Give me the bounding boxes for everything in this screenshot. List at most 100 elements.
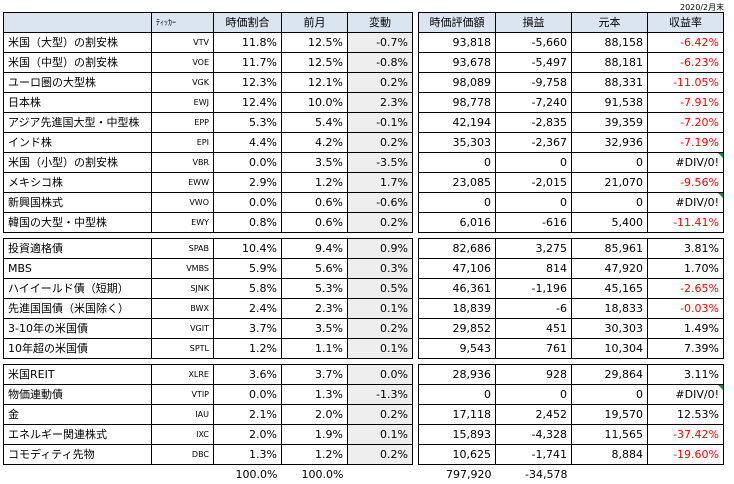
principal-cell[interactable]: 30,303 — [572, 319, 648, 339]
prev-month-cell[interactable]: 1.3% — [282, 385, 348, 405]
ratio-cell[interactable]: 0.8% — [214, 213, 282, 233]
fund-name-cell[interactable]: 投資適格債 — [4, 239, 152, 259]
return-rate-cell[interactable]: -7.20% — [648, 113, 724, 133]
prev-month-cell[interactable]: 1.2% — [282, 173, 348, 193]
profit-loss-cell[interactable]: 2,452 — [496, 405, 572, 425]
fund-name-cell[interactable]: 先進国国債（米国除く） — [4, 299, 152, 319]
ratio-cell[interactable]: 2.4% — [214, 299, 282, 319]
fund-name-cell[interactable]: 物価連動債 — [4, 385, 152, 405]
principal-cell[interactable]: 0 — [572, 385, 648, 405]
prev-month-cell[interactable]: 12.5% — [282, 33, 348, 53]
market-value-cell[interactable]: 0 — [419, 385, 496, 405]
ticker-cell[interactable]: EWY — [152, 213, 214, 233]
return-rate-cell[interactable]: #DIV/0! — [648, 193, 724, 213]
principal-cell[interactable]: 85,961 — [572, 239, 648, 259]
column-header-cell[interactable] — [4, 13, 152, 33]
profit-loss-cell[interactable]: -6 — [496, 299, 572, 319]
change-cell[interactable]: 0.2% — [348, 319, 413, 339]
ticker-cell[interactable]: EWW — [152, 173, 214, 193]
market-value-cell[interactable]: 82,686 — [419, 239, 496, 259]
market-value-cell[interactable]: 93,818 — [419, 33, 496, 53]
return-rate-cell[interactable]: -2.65% — [648, 279, 724, 299]
prev-month-cell[interactable]: 3.7% — [282, 365, 348, 385]
market-value-cell[interactable]: 35,303 — [419, 133, 496, 153]
change-cell[interactable]: 0.1% — [348, 425, 413, 445]
return-rate-cell[interactable]: -11.05% — [648, 73, 724, 93]
fund-name-cell[interactable]: インド株 — [4, 133, 152, 153]
ratio-cell[interactable]: 0.0% — [214, 193, 282, 213]
ticker-cell[interactable]: VOE — [152, 53, 214, 73]
profit-loss-cell[interactable]: 928 — [496, 365, 572, 385]
column-header-cell[interactable]: 損益 — [496, 13, 572, 33]
prev-month-cell[interactable]: 10.0% — [282, 93, 348, 113]
fund-name-cell[interactable]: 新興国株式 — [4, 193, 152, 213]
return-rate-cell[interactable]: 1.70% — [648, 259, 724, 279]
market-value-cell[interactable]: 0 — [419, 153, 496, 173]
change-cell[interactable]: 0.2% — [348, 133, 413, 153]
ratio-cell[interactable]: 11.8% — [214, 33, 282, 53]
fund-name-cell[interactable]: 金 — [4, 405, 152, 425]
principal-cell[interactable]: 47,920 — [572, 259, 648, 279]
fund-name-cell[interactable]: 米国（小型）の割安株 — [4, 153, 152, 173]
fund-name-cell[interactable]: メキシコ株 — [4, 173, 152, 193]
market-value-cell[interactable]: 93,678 — [419, 53, 496, 73]
prev-month-cell[interactable]: 1.9% — [282, 425, 348, 445]
return-rate-cell[interactable]: -37.42% — [648, 425, 724, 445]
fund-name-cell[interactable]: ハイイールド債（短期） — [4, 279, 152, 299]
ticker-cell[interactable]: SJNK — [152, 279, 214, 299]
change-cell[interactable]: 0.1% — [348, 299, 413, 319]
ticker-cell[interactable]: XLRE — [152, 365, 214, 385]
profit-loss-cell[interactable]: -2,015 — [496, 173, 572, 193]
prev-month-cell[interactable]: 1.1% — [282, 339, 348, 359]
change-cell[interactable]: -0.6% — [348, 193, 413, 213]
profit-loss-cell[interactable]: 451 — [496, 319, 572, 339]
return-rate-cell[interactable]: 7.39% — [648, 339, 724, 359]
principal-cell[interactable]: 0 — [572, 193, 648, 213]
ticker-cell[interactable]: EPI — [152, 133, 214, 153]
principal-cell[interactable]: 21,070 — [572, 173, 648, 193]
column-header-cell[interactable]: 時価割合 — [214, 13, 282, 33]
ratio-cell[interactable]: 4.4% — [214, 133, 282, 153]
return-rate-cell[interactable]: 3.81% — [648, 239, 724, 259]
return-rate-cell[interactable]: #DIV/0! — [648, 385, 724, 405]
prev-month-cell[interactable]: 4.2% — [282, 133, 348, 153]
market-value-cell[interactable]: 6,016 — [419, 213, 496, 233]
prev-month-cell[interactable]: 12.5% — [282, 53, 348, 73]
ticker-cell[interactable]: SPAB — [152, 239, 214, 259]
change-cell[interactable]: -0.7% — [348, 33, 413, 53]
profit-loss-cell[interactable]: 3,275 — [496, 239, 572, 259]
profit-loss-cell[interactable]: -9,758 — [496, 73, 572, 93]
profit-loss-cell[interactable]: -616 — [496, 213, 572, 233]
ticker-cell[interactable]: VTV — [152, 33, 214, 53]
fund-name-cell[interactable]: 米国（中型）の割安株 — [4, 53, 152, 73]
fund-name-cell[interactable]: 米国（大型）の割安株 — [4, 33, 152, 53]
ticker-cell[interactable]: IXC — [152, 425, 214, 445]
change-cell[interactable]: -0.8% — [348, 53, 413, 73]
column-header-cell[interactable]: 前月 — [282, 13, 348, 33]
fund-name-cell[interactable]: MBS — [4, 259, 152, 279]
market-value-cell[interactable]: 23,085 — [419, 173, 496, 193]
change-cell[interactable]: 0.2% — [348, 213, 413, 233]
profit-loss-cell[interactable]: -1,196 — [496, 279, 572, 299]
ticker-cell[interactable]: VGK — [152, 73, 214, 93]
return-rate-cell[interactable]: 1.49% — [648, 319, 724, 339]
ratio-cell[interactable]: 11.7% — [214, 53, 282, 73]
principal-cell[interactable]: 45,165 — [572, 279, 648, 299]
change-cell[interactable]: 0.9% — [348, 239, 413, 259]
return-rate-cell[interactable]: -7.91% — [648, 93, 724, 113]
profit-loss-cell[interactable]: 0 — [496, 153, 572, 173]
ticker-cell[interactable]: VMBS — [152, 259, 214, 279]
ratio-cell[interactable]: 2.9% — [214, 173, 282, 193]
principal-cell[interactable]: 18,833 — [572, 299, 648, 319]
return-rate-cell[interactable]: -7.19% — [648, 133, 724, 153]
return-rate-cell[interactable]: -9.56% — [648, 173, 724, 193]
ratio-cell[interactable]: 2.1% — [214, 405, 282, 425]
prev-month-cell[interactable]: 9.4% — [282, 239, 348, 259]
fund-name-cell[interactable]: エネルギー関連株式 — [4, 425, 152, 445]
fund-name-cell[interactable]: アジア先進国大型・中型株 — [4, 113, 152, 133]
principal-cell[interactable]: 88,181 — [572, 53, 648, 73]
change-cell[interactable]: 1.7% — [348, 173, 413, 193]
principal-cell[interactable]: 88,158 — [572, 33, 648, 53]
principal-cell[interactable]: 5,400 — [572, 213, 648, 233]
ratio-cell[interactable]: 3.6% — [214, 365, 282, 385]
